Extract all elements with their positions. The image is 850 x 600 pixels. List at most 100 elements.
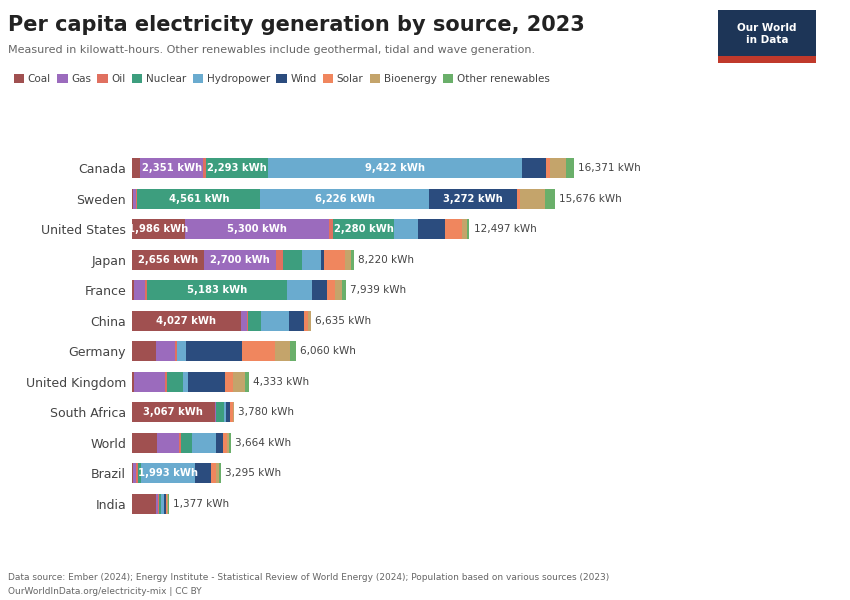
Text: 16,371 kWh: 16,371 kWh	[578, 163, 641, 173]
Bar	[517, 189, 520, 209]
Bar	[226, 403, 230, 422]
Bar	[276, 250, 283, 269]
Bar	[140, 158, 203, 178]
Bar	[224, 403, 226, 422]
Bar	[164, 494, 167, 514]
Text: 2,280 kWh: 2,280 kWh	[333, 224, 394, 234]
Bar	[133, 189, 136, 209]
Bar	[394, 220, 418, 239]
Bar	[167, 372, 183, 392]
Bar	[242, 341, 275, 361]
Text: 3,067 kWh: 3,067 kWh	[144, 407, 203, 417]
Text: 2,656 kWh: 2,656 kWh	[138, 255, 198, 265]
Bar	[351, 250, 354, 269]
Bar	[203, 250, 276, 269]
Bar	[234, 372, 245, 392]
Bar	[245, 372, 249, 392]
Bar	[138, 463, 141, 483]
Bar	[216, 463, 218, 483]
Bar	[132, 311, 241, 331]
Text: 4,561 kWh: 4,561 kWh	[168, 194, 229, 204]
Bar	[547, 158, 550, 178]
Bar	[156, 341, 175, 361]
Text: Per capita electricity generation by source, 2023: Per capita electricity generation by sou…	[8, 15, 586, 35]
Bar	[133, 463, 136, 483]
Bar	[324, 250, 345, 269]
Text: 1,377 kWh: 1,377 kWh	[173, 499, 230, 509]
Bar	[132, 280, 134, 300]
Bar	[326, 280, 335, 300]
Bar	[247, 311, 248, 331]
Bar	[183, 372, 188, 392]
Bar	[216, 403, 224, 422]
Bar	[345, 250, 351, 269]
Bar	[134, 372, 165, 392]
Bar	[179, 433, 182, 452]
Bar	[332, 220, 394, 239]
Legend: Coal, Gas, Oil, Nuclear, Hydropower, Wind, Solar, Bioenergy, Other renewables: Coal, Gas, Oil, Nuclear, Hydropower, Win…	[14, 74, 550, 84]
Bar	[467, 220, 469, 239]
Text: 4,333 kWh: 4,333 kWh	[253, 377, 309, 387]
Bar	[260, 189, 428, 209]
Bar	[132, 433, 157, 452]
Bar	[132, 463, 133, 483]
Text: 3,272 kWh: 3,272 kWh	[443, 194, 502, 204]
Bar	[159, 494, 161, 514]
Bar	[206, 158, 268, 178]
Bar	[225, 372, 234, 392]
Bar	[289, 311, 304, 331]
Text: 3,664 kWh: 3,664 kWh	[235, 438, 291, 448]
Bar	[161, 494, 164, 514]
Bar	[275, 341, 290, 361]
Bar	[428, 189, 517, 209]
Bar	[218, 463, 221, 483]
Bar	[185, 341, 242, 361]
Bar	[157, 433, 179, 452]
Bar	[550, 158, 566, 178]
Bar	[136, 189, 137, 209]
Bar	[248, 311, 262, 331]
Bar	[137, 189, 260, 209]
Bar	[132, 220, 185, 239]
Bar	[522, 158, 547, 178]
Bar	[329, 220, 332, 239]
Text: 3,295 kWh: 3,295 kWh	[225, 468, 281, 478]
Bar	[141, 463, 195, 483]
Text: Our World
in Data: Our World in Data	[737, 23, 796, 45]
Text: 7,939 kWh: 7,939 kWh	[350, 285, 406, 295]
Bar	[566, 158, 575, 178]
Bar	[188, 372, 225, 392]
Text: OurWorldInData.org/electricity-mix | CC BY: OurWorldInData.org/electricity-mix | CC …	[8, 587, 202, 596]
Bar	[287, 280, 312, 300]
Bar	[545, 189, 555, 209]
Bar	[182, 433, 192, 452]
Text: 6,226 kWh: 6,226 kWh	[314, 194, 375, 204]
Bar	[241, 311, 247, 331]
Bar	[312, 280, 326, 300]
Text: 2,700 kWh: 2,700 kWh	[210, 255, 270, 265]
Bar	[134, 280, 145, 300]
Bar	[262, 311, 289, 331]
Bar	[223, 433, 227, 452]
Bar	[132, 158, 140, 178]
Text: 12,497 kWh: 12,497 kWh	[473, 224, 536, 234]
Bar	[320, 250, 324, 269]
Bar	[309, 311, 311, 331]
Bar	[520, 189, 545, 209]
Text: 1,993 kWh: 1,993 kWh	[139, 468, 198, 478]
Bar	[211, 463, 216, 483]
Bar	[132, 403, 215, 422]
Text: 4,027 kWh: 4,027 kWh	[156, 316, 216, 326]
Bar	[216, 433, 223, 452]
Text: 2,351 kWh: 2,351 kWh	[142, 163, 201, 173]
Bar	[192, 433, 216, 452]
Text: 5,300 kWh: 5,300 kWh	[227, 224, 287, 234]
Bar	[227, 433, 230, 452]
Text: 3,780 kWh: 3,780 kWh	[238, 407, 294, 417]
Bar	[185, 220, 329, 239]
Bar	[175, 341, 178, 361]
Text: 6,060 kWh: 6,060 kWh	[299, 346, 355, 356]
Bar	[147, 280, 287, 300]
Text: 15,676 kWh: 15,676 kWh	[559, 194, 622, 204]
Bar	[132, 250, 203, 269]
